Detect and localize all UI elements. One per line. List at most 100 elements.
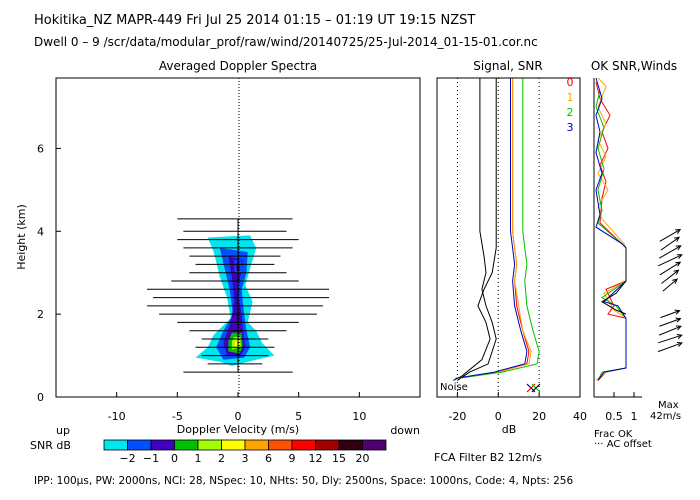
wind-vector-head (673, 269, 680, 275)
snr-frame (436, 77, 581, 398)
snr-xlabel: dB (502, 423, 517, 436)
colorbar-swatch-11 (362, 439, 387, 451)
wind-vector-head (676, 334, 683, 339)
spectra-x-tick-label: -5 (172, 410, 183, 423)
wind-vector-shaft (657, 342, 683, 353)
spectral-width-bars (147, 218, 329, 373)
wind-vector-head (674, 236, 681, 242)
filter-label: FCA Filter B2 12m/s (434, 451, 542, 464)
colorbar-swatch-0 (103, 439, 128, 451)
wind-vector-head (675, 317, 682, 323)
colorbar-tick-label: 3 (242, 452, 249, 465)
colorbar-tick-label: 12 (309, 452, 323, 465)
signal-snr-panel: Signal, SNR -20 0 20 40 dB Noise FCA Filter… (434, 59, 587, 464)
beam-legend-2: 2 (567, 106, 574, 119)
wind-vector-shaft (660, 236, 680, 251)
wind-vector-3 (658, 254, 683, 267)
wind-vector-shaft (659, 261, 681, 276)
beam-legend-3: 3 (567, 121, 574, 134)
wind-vector-head (676, 341, 684, 347)
header-file: Dwell 0 – 9 /scr/data/modular_prof/raw/w… (34, 35, 538, 49)
colorbar-tick-label: 6 (265, 452, 272, 465)
colorbar-tick-label: 1 (195, 452, 202, 465)
snr-series-5 (455, 78, 528, 379)
wind-vector-head (676, 254, 683, 259)
wind-vector-head (674, 309, 681, 315)
spectra-ylabel: Height (km) (15, 204, 28, 270)
spectra-x-tick-label: 10 (352, 410, 366, 423)
colorbar-tick-label: 9 (289, 452, 296, 465)
max-label: Max (658, 400, 679, 411)
colorbar-tick-label: −2 (119, 452, 135, 465)
wind-vector-7 (660, 309, 681, 319)
wind-vector-shaft (658, 334, 682, 344)
snr-x-tick-label: 0 (495, 410, 502, 423)
wind-vector-shaft (659, 229, 681, 242)
snr-x-tick-label: -20 (448, 410, 466, 423)
wind-vector-2 (659, 245, 682, 259)
snr-series-4 (457, 78, 540, 379)
colorbar-swatch-6 (244, 439, 269, 451)
beam-legend-1: 1 (567, 91, 574, 104)
colorbar-swatch-10 (338, 439, 363, 451)
snr-x-tick-label: 40 (573, 410, 587, 423)
frac-ok-series-0 (595, 81, 627, 381)
beam-legend: 0 1 2 3 (567, 76, 574, 134)
wind-vector-9 (658, 325, 682, 336)
colorbar-label: SNR dB (30, 439, 71, 452)
colorbar-swatch-8 (291, 439, 316, 451)
colorbar-tick-label: 2 (218, 452, 225, 465)
spectra-xlabel: Doppler Velocity (m/s) (177, 423, 299, 436)
wind-vector-shaft (662, 278, 678, 292)
spectra-x-ticks: -10 -5 0 5 10 (108, 392, 366, 423)
noise-label: Noise (440, 382, 468, 393)
wind-vector-shaft (659, 318, 681, 327)
frac-ok-series-1 (595, 77, 627, 381)
wind-vector-8 (659, 317, 682, 327)
colorbar-swatch-1 (127, 439, 152, 451)
ok-x-tick-label: 1 (631, 410, 638, 423)
colorbar-tick-label: 0 (171, 452, 178, 465)
snr-series-3 (457, 78, 532, 379)
colorbar-swatch-2 (150, 439, 175, 451)
beam-legend-0: 0 (567, 76, 574, 89)
wind-vector-10 (658, 334, 683, 344)
ok-x-tick-label: 0.5 (605, 410, 623, 423)
colorbar-swatch-3 (174, 439, 199, 451)
snr-reference-lines (456, 78, 540, 397)
snr-series-1 (453, 78, 497, 381)
wind-vector-shaft (659, 245, 681, 259)
wind-vector-6 (662, 278, 678, 292)
spectra-x-tick-label: -10 (108, 410, 126, 423)
colorbar-tick-label: 20 (356, 452, 370, 465)
snr-title: Signal, SNR (473, 59, 542, 73)
snr-series-2 (457, 78, 530, 379)
wind-vectors (657, 228, 684, 353)
ok-title: OK SNR,Winds (591, 59, 677, 73)
spectra-y-tick-label: 2 (37, 308, 44, 321)
ok-x-ticks: 0.5 1 (605, 392, 638, 423)
snr-series-0 (457, 78, 497, 381)
noise-marker (526, 383, 541, 393)
snr-x-tick-label: 20 (532, 410, 546, 423)
wind-vector-head (675, 245, 682, 251)
spectra-y-ticks: 0 2 4 6 (37, 142, 61, 404)
colorbar-swatch-5 (221, 439, 246, 451)
wind-vector-head (675, 228, 682, 234)
snr-profiles (453, 78, 540, 381)
colorbar-swatch-9 (315, 439, 340, 451)
wind-vector-head (675, 261, 682, 267)
spectra-x-tick-label: 0 (235, 410, 242, 423)
wind-vector-11 (657, 341, 684, 353)
spectra-contours (195, 235, 275, 366)
wind-vector-head (675, 325, 682, 331)
wind-vector-4 (659, 261, 682, 276)
footer-params: IPP: 100μs, PW: 2000ns, NCI: 28, NSpec: … (34, 475, 573, 487)
colorbar-tick-label: −1 (143, 452, 159, 465)
spectra-y-tick-label: 4 (37, 225, 44, 238)
spectra-y-tick-label: 6 (37, 142, 44, 155)
spectra-panel: Averaged Doppler Spectra -10 -5 0 5 10 0246 … (15, 59, 421, 465)
wind-vector-5 (661, 269, 680, 284)
frac-ok-profiles (595, 77, 627, 381)
